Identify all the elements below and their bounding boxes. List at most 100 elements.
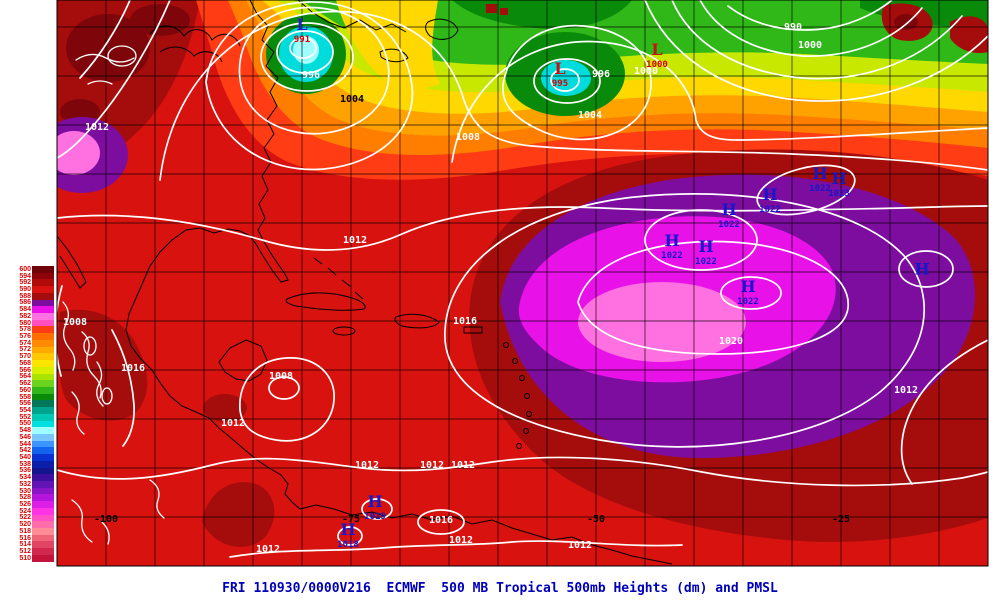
colorbar-swatch: [32, 427, 54, 434]
colorbar-value: 536: [19, 467, 31, 475]
colorbar-value: 572: [19, 346, 31, 354]
colorbar-swatch: [32, 548, 54, 555]
colorbar-value: 600: [19, 265, 31, 273]
colorbar-value: 512: [19, 548, 31, 556]
colorbar-swatch: [32, 299, 54, 307]
colorbar-value: 568: [19, 359, 31, 367]
height-shading: [57, 0, 988, 566]
colorbar-row: 542: [4, 447, 58, 454]
colorbar-value: 552: [19, 413, 31, 421]
colorbar-row: 510: [4, 555, 58, 562]
colorbar-swatch: [32, 353, 54, 361]
colorbar-row: 560: [4, 387, 58, 394]
antilles-island: [526, 411, 532, 417]
colorbar-row: 580: [4, 320, 58, 327]
colorbar-row: 518: [4, 528, 58, 535]
colorbar-swatch: [32, 326, 54, 334]
colorbar-swatch: [32, 507, 54, 515]
canada-coast: [297, 0, 407, 33]
colorbar-value: 588: [19, 292, 31, 300]
colorbar-value: 574: [19, 339, 31, 347]
colorbar-value: 554: [19, 406, 31, 414]
colorbar-value: 558: [19, 393, 31, 401]
colorbar-value: 546: [19, 433, 31, 441]
colorbar-row: 512: [4, 548, 58, 555]
colorbar-swatch: [32, 454, 54, 461]
colorbar-row: 592: [4, 279, 58, 286]
colorbar-row: 590: [4, 286, 58, 293]
nova-scotia: [379, 48, 409, 63]
isobar-1022: [720, 276, 782, 310]
north-america-coast: [125, 0, 301, 510]
colorbar-row: 586: [4, 299, 58, 307]
colorbar-row: 524: [4, 508, 58, 515]
colorbar-value: 570: [19, 353, 31, 361]
colorbar-value: 592: [19, 279, 31, 287]
colorbar-value: 594: [19, 272, 31, 280]
terrain-contour: [75, 53, 135, 63]
colorbar-swatch: [32, 474, 54, 481]
jamaica: [332, 326, 356, 336]
colorbar-row: 564: [4, 373, 58, 381]
colorbar-row: 520: [4, 521, 58, 528]
colorbar-row: 530: [4, 488, 58, 495]
west-upper-low-core: [57, 131, 100, 175]
colorbar-row: 552: [4, 414, 58, 421]
terrain-contour: [83, 336, 97, 356]
colorbar-value: 586: [19, 299, 31, 307]
colorbar-swatch: [32, 333, 54, 340]
colorbar-value: 540: [19, 453, 31, 461]
cuba-coast: [285, 292, 366, 311]
colorbar-value: 556: [19, 400, 31, 408]
isobar-1012-south: [57, 456, 988, 487]
terrain-contour: [101, 387, 113, 405]
colorbar-value: 564: [19, 373, 31, 381]
ridge-core: [130, 4, 190, 36]
isobar-1020: [577, 240, 849, 355]
colorbar-row: 588: [4, 293, 58, 300]
colorbar-value: 520: [19, 521, 31, 529]
latlon-grid: [57, 0, 988, 566]
colorbar-swatch: [32, 440, 54, 448]
isobar-closed: [268, 376, 300, 400]
colorbar-swatch: [32, 521, 54, 529]
colorbar-swatch: [32, 501, 54, 508]
colorbar-swatch: [32, 460, 54, 468]
colorbar-value: 580: [19, 319, 31, 327]
isobar-contours: [57, 0, 988, 558]
isobar-arc: [699, 0, 923, 57]
colorbar-swatch: [32, 339, 54, 347]
colorbar: 600 594 592 590 588 586 584 582 580 578 576 574 572 5…: [4, 266, 58, 562]
colorbar-swatch: [32, 534, 54, 542]
terrain-contour: [71, 499, 93, 543]
isobar-1012: [57, 205, 988, 251]
colorbar-value: 538: [19, 460, 31, 468]
antilles-island: [512, 358, 518, 364]
colorbar-value: 514: [19, 541, 31, 549]
isobar-1022: [898, 250, 954, 288]
isobar-closed: [260, 22, 354, 92]
isobar-arc: [727, 0, 893, 31]
colorbar-value: 526: [19, 501, 31, 509]
colorbar-value: 542: [19, 447, 31, 455]
colorbar-row: 528: [4, 494, 58, 501]
terrain-contour: [96, 361, 104, 407]
colorbar-swatch: [32, 386, 54, 394]
colorbar-row: 570: [4, 353, 58, 360]
colorbar-value: 534: [19, 474, 31, 482]
isobar-1004: [451, 40, 988, 163]
isobar-1022: [644, 209, 758, 271]
colorbar-row: 538: [4, 461, 58, 468]
antilles-island: [519, 375, 525, 381]
isobar-1016-loop: [417, 509, 465, 535]
baja-coast: [57, 235, 87, 289]
colorbar-swatch: [32, 467, 54, 475]
newfoundland: [425, 18, 459, 40]
small-warm-mark: [486, 4, 497, 13]
isobar-high-loop: [361, 498, 393, 520]
isobar-closed: [501, 24, 652, 141]
colorbar-swatch: [32, 272, 54, 280]
terrain-contour: [62, 301, 76, 371]
